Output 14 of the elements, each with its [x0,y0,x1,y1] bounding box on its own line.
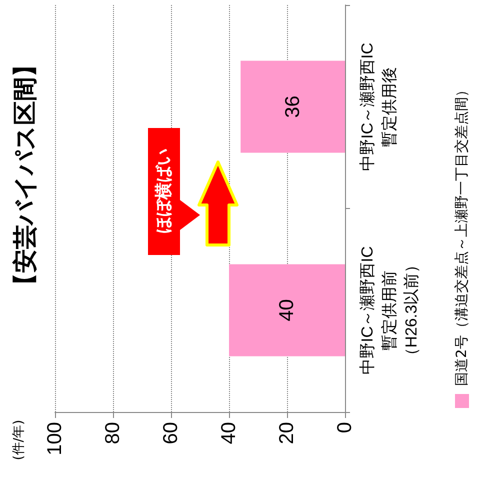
text: 【安芸バイパス区間】 [11,53,39,297]
x-tick-label: 20 [276,422,298,444]
data-label: 36 [282,96,304,118]
data-label: 40 [276,299,298,322]
y-tick-label: 中野IC～瀬野西IC暫定供用前（H26.3以前） [358,246,420,374]
x-tick-label: 80 [102,422,124,444]
x-tick-label: 40 [218,422,240,444]
legend: 国道2号（溝迫交差点～上瀬野一丁目交差点間） [454,83,470,408]
annotation: ほぼ横ばい [154,148,174,234]
y-axis-title: (件/年) [12,420,26,460]
y-tick-label: 中野IC～瀬野西IC暫定供用後 [358,42,398,171]
x-tick-label: 60 [160,422,182,444]
x-tick-label: 100 [44,422,66,456]
x-tick-label: 0 [334,422,356,434]
